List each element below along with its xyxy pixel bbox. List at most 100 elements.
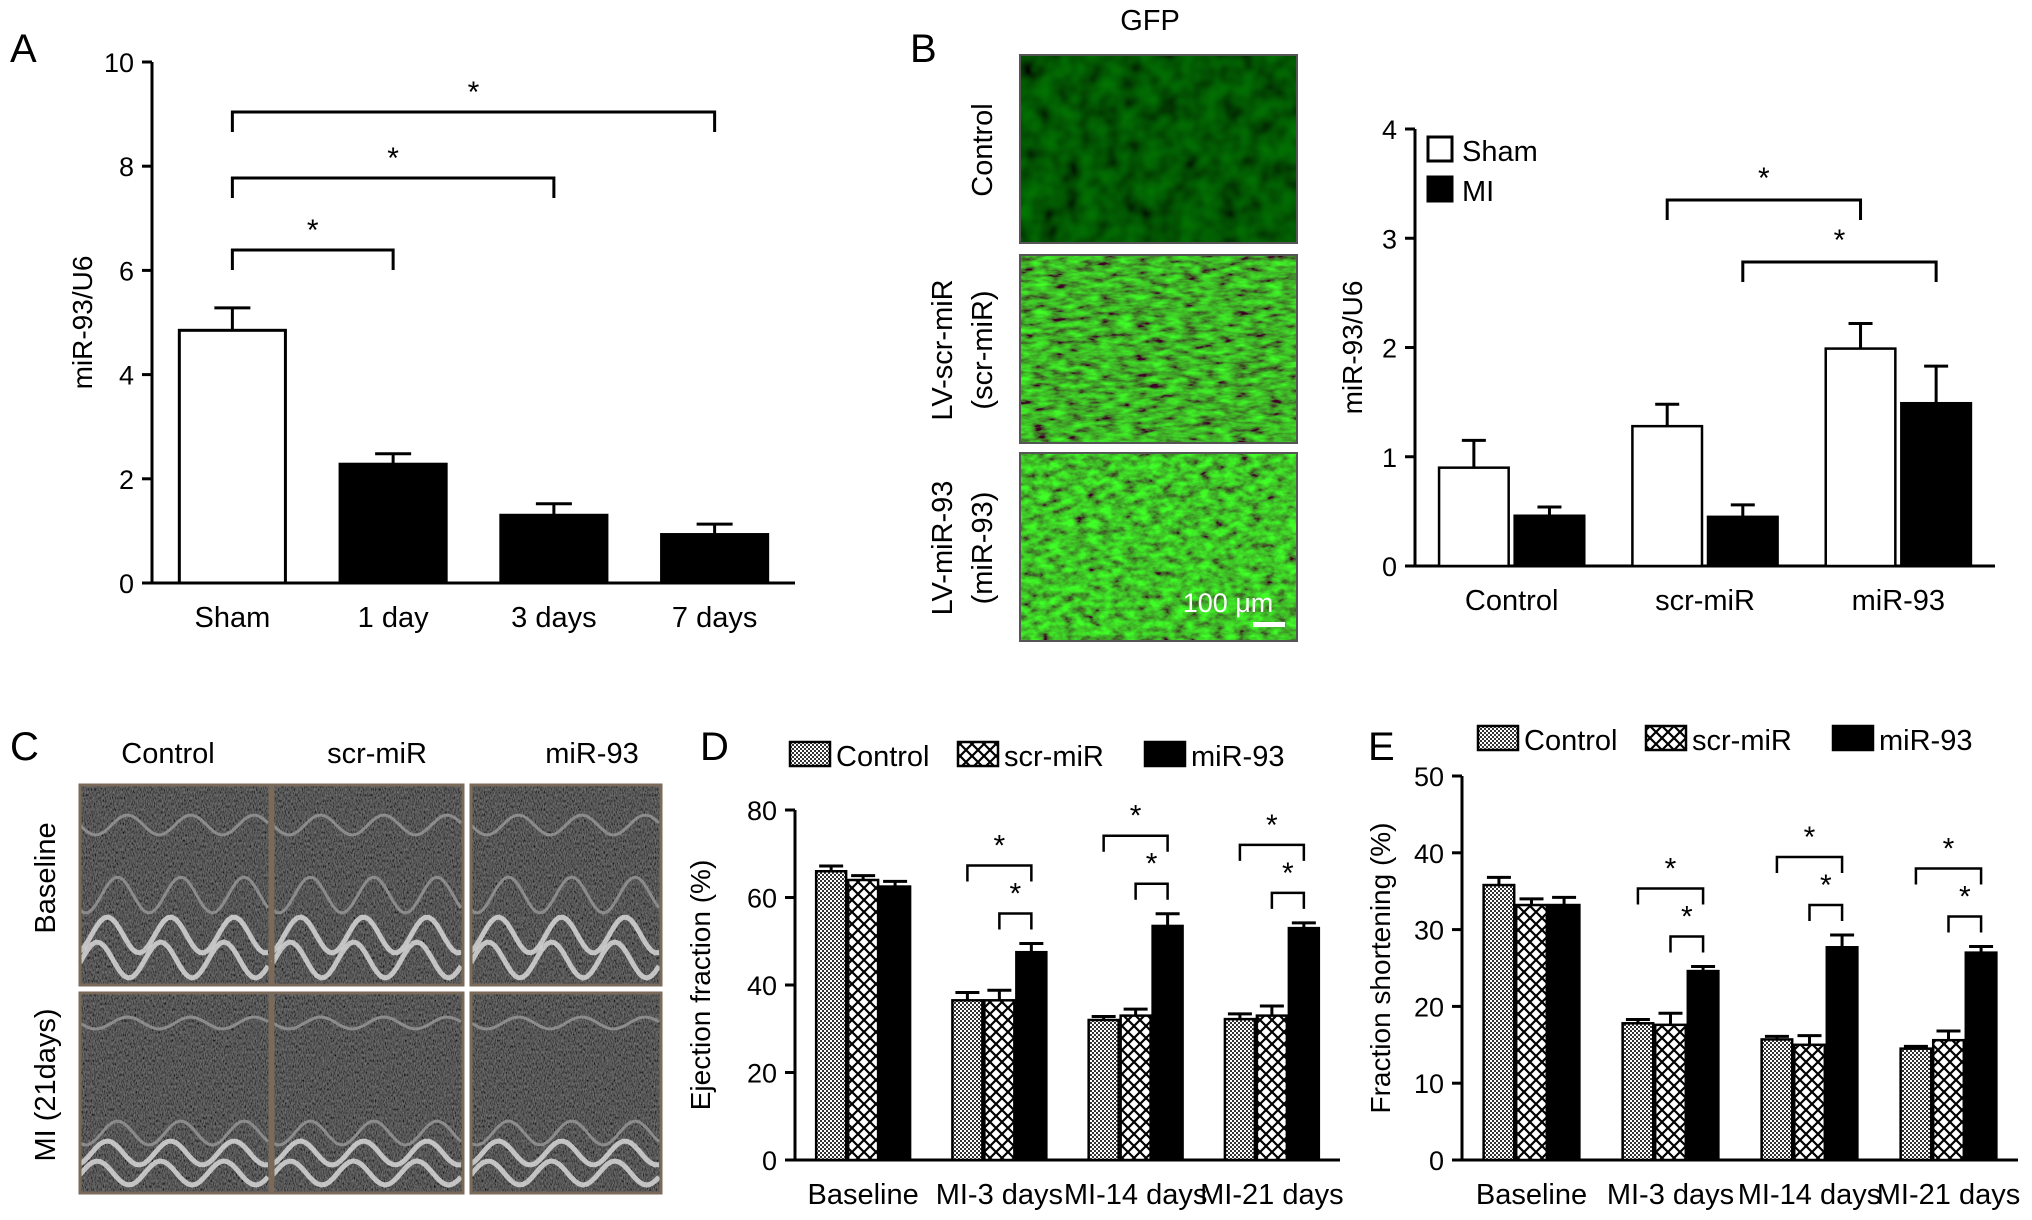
- bar: [1151, 924, 1184, 1162]
- bar: [983, 999, 1016, 1162]
- chart-E: 0 10 20 30 40 50 Fraction shortening (%) Baseli…: [1365, 724, 2020, 1211]
- y-tick-label: 0: [119, 569, 134, 599]
- legend-label: Control: [836, 741, 930, 773]
- significance-bracket: [1102, 834, 1169, 852]
- echo-wall-trace: [272, 1119, 463, 1147]
- y-tick-label: 6: [119, 256, 134, 286]
- bar: [1514, 903, 1549, 1162]
- echo-image-noise: [273, 785, 463, 985]
- echo-image-frame: [271, 783, 465, 987]
- significance-star: *: [1804, 821, 1816, 854]
- x-tick-label: scr-miR: [1655, 585, 1755, 617]
- legend-swatch: [788, 740, 832, 768]
- y-tick-label: 2: [1382, 334, 1397, 364]
- bar: [1223, 1017, 1257, 1162]
- gfp-row-control: Control: [967, 103, 999, 197]
- echo-wall-trace: [470, 1015, 660, 1031]
- significance-star: *: [994, 829, 1006, 862]
- echo-wall-trace: [470, 875, 661, 915]
- echo-wall-trace: [271, 813, 463, 837]
- bar: [846, 878, 880, 1162]
- bar: [1631, 424, 1704, 568]
- bar: [499, 513, 609, 585]
- chart-A: 0 2 4 6 8 10 miR-93/U6 Sham 1 day 3 days 7 days * * *: [67, 48, 795, 634]
- gfp-image-panel: GFP Control LV-scr-miR (scr-miR) LV-miR-…: [927, 5, 1298, 642]
- echo-wall-trace: [272, 875, 463, 915]
- bar: [878, 885, 912, 1162]
- gfp-image-mir-93-texture: [1020, 453, 1297, 641]
- gfp-header: GFP: [1120, 5, 1180, 37]
- bar: [177, 328, 287, 585]
- gfp-row-mir93-line2: (miR-93): [967, 492, 999, 605]
- y-tick-label: 1: [1382, 443, 1397, 473]
- gfp-image-control-texture: [1020, 55, 1297, 243]
- echo-image-noise: [273, 993, 463, 1193]
- significance-bracket: [1270, 891, 1306, 909]
- legend-label: miR-93: [1879, 725, 1972, 757]
- echo-wall-trace: [470, 1119, 661, 1147]
- bar: [1653, 1023, 1688, 1162]
- significance-star: *: [1943, 832, 1955, 865]
- significance-star: *: [1282, 857, 1294, 890]
- y-tick-label: 4: [1382, 115, 1397, 145]
- bar: [1621, 1022, 1655, 1162]
- gfp-image-scr-mir-texture: [1020, 255, 1297, 443]
- x-tick-label: MI-14 days: [1064, 1179, 1207, 1211]
- y-tick-label: 40: [747, 971, 777, 1001]
- significance-bracket: [1238, 843, 1306, 861]
- echo-wall-trace: [78, 813, 270, 837]
- significance-star: *: [1681, 900, 1693, 933]
- significance-bracket: [230, 248, 395, 270]
- echo-wall-trace: [469, 1158, 661, 1188]
- bar: [1706, 515, 1779, 568]
- x-tick-label: Baseline: [808, 1179, 919, 1211]
- bar: [1824, 347, 1897, 568]
- significance-bracket: [1669, 935, 1705, 953]
- panel-label-c: C: [10, 725, 39, 769]
- bar: [1015, 950, 1048, 1162]
- y-tick-label: 10: [1414, 1069, 1444, 1099]
- echo-wall-trace: [271, 914, 462, 956]
- bar: [951, 999, 984, 1162]
- significance-star: *: [307, 214, 319, 247]
- gfp-frame-2: [1019, 254, 1298, 444]
- legend-label: scr-miR: [1004, 741, 1104, 773]
- significance-bracket: [1636, 887, 1705, 905]
- legend-label: Sham: [1462, 136, 1538, 168]
- x-tick-label: MI-14 days: [1738, 1179, 1881, 1211]
- bar: [1825, 946, 1859, 1162]
- x-tick-label: 3 days: [511, 602, 596, 634]
- bar: [1964, 951, 1998, 1162]
- y-tick-label: 80: [747, 796, 777, 826]
- bar: [660, 533, 770, 585]
- y-tick-label: 20: [1414, 992, 1444, 1022]
- echo-image-frame: [469, 991, 663, 1195]
- significance-star: *: [1665, 852, 1677, 885]
- legend-label: miR-93: [1191, 741, 1284, 773]
- gfp-frame-3: [1019, 452, 1298, 642]
- legend-swatch: [1143, 740, 1187, 768]
- echo-image-noise: [80, 785, 270, 985]
- significance-star: *: [387, 142, 399, 175]
- significance-star: *: [1010, 877, 1022, 910]
- x-tick-label: MI-21 days: [1877, 1179, 2020, 1211]
- significance-bracket: [1914, 867, 1983, 885]
- y-tick-label: 50: [1414, 762, 1444, 792]
- echo-wall-trace: [78, 1158, 270, 1188]
- bar: [1547, 903, 1581, 1162]
- legend-label: MI: [1462, 176, 1494, 208]
- x-tick-label: 1 day: [358, 602, 429, 634]
- gfp-row-scr-line1: LV-scr-miR: [927, 279, 959, 420]
- significance-bracket: [230, 176, 556, 198]
- panel-label-d: D: [700, 725, 729, 769]
- y-tick-label: 0: [762, 1146, 777, 1176]
- echo-image-frame: [271, 991, 465, 1195]
- significance-bracket: [1665, 198, 1863, 220]
- legend-label: Control: [1524, 725, 1618, 757]
- x-tick-label: Control: [1465, 585, 1559, 617]
- echo-image-noise: [471, 993, 661, 1193]
- x-tick-label: MI-3 days: [1607, 1179, 1734, 1211]
- echo-row-mi: MI (21days): [30, 1008, 62, 1161]
- echo-col-control: Control: [121, 738, 215, 770]
